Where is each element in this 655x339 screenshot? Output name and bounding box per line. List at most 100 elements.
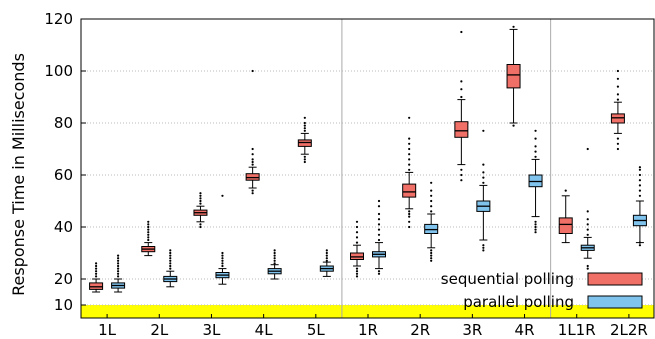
y-tick-label: 80 bbox=[54, 114, 73, 132]
highlight-band bbox=[81, 305, 654, 318]
box-outlier bbox=[408, 220, 411, 223]
box-outlier bbox=[377, 270, 381, 273]
box-outlier bbox=[199, 197, 202, 200]
box-outlier bbox=[355, 267, 359, 270]
box-outlier bbox=[430, 194, 433, 197]
box-outlier bbox=[616, 142, 620, 145]
box-outlier bbox=[460, 95, 463, 99]
box-outlier bbox=[251, 69, 254, 73]
legend: sequential polling parallel polling bbox=[441, 270, 643, 311]
box-outlier bbox=[534, 223, 537, 226]
box-plot bbox=[424, 181, 439, 262]
box-outlier bbox=[586, 233, 589, 236]
box-outlier bbox=[147, 238, 150, 242]
box-outlier bbox=[430, 189, 433, 192]
box-plot bbox=[506, 25, 521, 127]
box-outlier bbox=[377, 233, 381, 236]
box-outlier bbox=[199, 225, 202, 229]
box-plot bbox=[402, 116, 417, 229]
box-plot bbox=[610, 69, 625, 151]
box-outlier bbox=[169, 251, 172, 255]
box-outlier bbox=[116, 272, 120, 275]
box-outlier bbox=[638, 179, 642, 182]
box-outlier bbox=[169, 254, 172, 257]
box-outlier bbox=[408, 158, 411, 161]
box-outlier bbox=[221, 262, 224, 265]
box-outlier bbox=[303, 127, 306, 130]
box-outlier bbox=[534, 129, 537, 132]
box-outlier bbox=[94, 272, 98, 275]
box-outlier bbox=[377, 238, 381, 242]
box-outlier bbox=[303, 155, 306, 158]
box-outlier bbox=[221, 251, 224, 255]
box-iqr bbox=[454, 121, 469, 138]
box-outlier bbox=[325, 249, 328, 252]
box-outlier bbox=[482, 163, 485, 166]
box-outlier bbox=[221, 194, 224, 197]
box-plot bbox=[267, 249, 282, 280]
box-outlier bbox=[251, 189, 254, 192]
box-outlier bbox=[638, 244, 642, 247]
box-plot bbox=[111, 254, 126, 293]
box-plot bbox=[215, 194, 230, 285]
box-outlier bbox=[273, 251, 276, 255]
box-outlier bbox=[408, 142, 411, 145]
box-outlier bbox=[355, 225, 359, 229]
box-outlier bbox=[355, 220, 359, 223]
legend-label: sequential polling bbox=[441, 270, 574, 288]
box-plot bbox=[245, 69, 260, 195]
box-outlier bbox=[586, 147, 589, 151]
box-outlier bbox=[482, 244, 485, 247]
legend-swatch bbox=[587, 272, 643, 286]
x-tick-label: 1R bbox=[358, 321, 378, 339]
box-outlier bbox=[251, 158, 254, 161]
box-outlier bbox=[638, 166, 642, 169]
box-outlier bbox=[147, 236, 150, 239]
box-plot bbox=[297, 116, 312, 164]
highlight-band-layer bbox=[81, 305, 654, 318]
box-plot bbox=[454, 30, 469, 182]
box-outlier bbox=[273, 249, 276, 252]
box-outlier bbox=[408, 147, 411, 151]
box-outlier bbox=[460, 80, 463, 83]
box-outlier bbox=[273, 262, 276, 265]
box-outlier bbox=[586, 223, 589, 226]
box-outlier bbox=[460, 179, 463, 182]
box-outlier bbox=[482, 249, 485, 252]
box-outlier bbox=[355, 241, 359, 244]
box-outlier bbox=[586, 210, 589, 213]
box-outlier bbox=[638, 184, 642, 187]
x-tick-label: 5L bbox=[307, 321, 326, 339]
box-plot bbox=[632, 166, 647, 247]
box-outlier bbox=[169, 262, 172, 265]
box-outlier bbox=[325, 259, 328, 262]
box-outlier bbox=[482, 129, 485, 132]
box-outlier bbox=[251, 163, 254, 166]
box-outlier bbox=[534, 150, 537, 153]
box-outlier bbox=[534, 220, 537, 223]
box-outlier bbox=[408, 137, 411, 140]
box-outlier bbox=[325, 257, 328, 260]
box-plot bbox=[528, 129, 543, 234]
box-outlier bbox=[325, 254, 328, 257]
box-outlier bbox=[638, 189, 642, 192]
box-outlier bbox=[408, 215, 411, 218]
box-outlier bbox=[303, 116, 306, 119]
y-tick-label: 120 bbox=[44, 10, 73, 28]
box-outlier bbox=[377, 205, 381, 208]
box-outlier bbox=[460, 30, 463, 34]
box-outlier bbox=[116, 267, 120, 270]
box-outlier bbox=[430, 259, 433, 262]
x-tick-label: 4R bbox=[515, 321, 535, 339]
box-outlier bbox=[355, 236, 359, 239]
box-outlier bbox=[460, 88, 463, 91]
box-plot bbox=[558, 189, 573, 244]
box-outlier bbox=[408, 210, 411, 213]
box-outlier bbox=[430, 181, 433, 184]
box-outlier bbox=[638, 241, 642, 244]
box-outlier bbox=[616, 77, 620, 80]
box-outlier bbox=[273, 257, 276, 260]
box-outlier bbox=[377, 272, 381, 275]
box-outlier bbox=[482, 181, 485, 184]
